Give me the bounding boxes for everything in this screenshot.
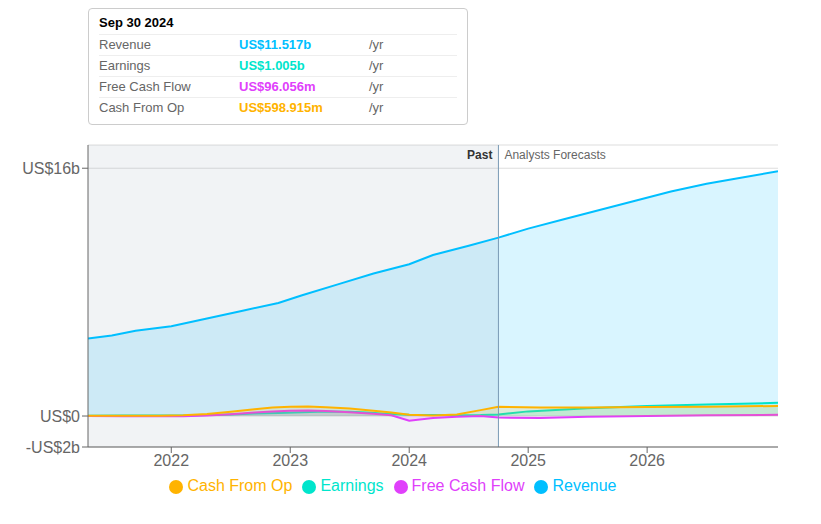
- svg-text:2023: 2023: [272, 452, 308, 469]
- svg-text:2026: 2026: [629, 452, 665, 469]
- svg-text:US$0: US$0: [40, 408, 80, 425]
- svg-text:2025: 2025: [510, 452, 546, 469]
- html-text:US$96.056m: US$96.056m: [239, 79, 316, 94]
- svg-text:2024: 2024: [391, 452, 427, 469]
- html-text:Sep 30 2024: Sep 30 2024: [99, 15, 174, 30]
- html-text:Cash From Op: Cash From Op: [187, 477, 293, 494]
- svg-text:2022: 2022: [153, 452, 189, 469]
- html-text:/yr: /yr: [369, 58, 384, 73]
- html-text:/yr: /yr: [369, 79, 384, 94]
- svg-text:Past: Past: [467, 148, 492, 162]
- svg-text:Analysts Forecasts: Analysts Forecasts: [504, 148, 605, 162]
- html-text:/yr: /yr: [369, 100, 384, 115]
- html-text:US$598.915m: US$598.915m: [239, 100, 323, 115]
- html-text:Earnings: Earnings: [99, 58, 151, 73]
- svg-text:US$16b: US$16b: [22, 160, 80, 177]
- svg-text:-US$2b: -US$2b: [26, 439, 80, 456]
- html-text:Free Cash Flow: Free Cash Flow: [99, 79, 191, 94]
- html-text:US$11.517b: US$11.517b: [239, 37, 312, 52]
- html-text:US$1.005b: US$1.005b: [239, 58, 305, 73]
- html-text:Revenue: Revenue: [552, 477, 617, 494]
- html-text:/yr: /yr: [369, 37, 384, 52]
- html-text:Revenue: Revenue: [99, 37, 151, 52]
- html-text:Cash From Op: Cash From Op: [99, 100, 185, 115]
- html-text:Earnings: Earnings: [320, 477, 384, 494]
- html-text:Free Cash Flow: Free Cash Flow: [411, 477, 525, 494]
